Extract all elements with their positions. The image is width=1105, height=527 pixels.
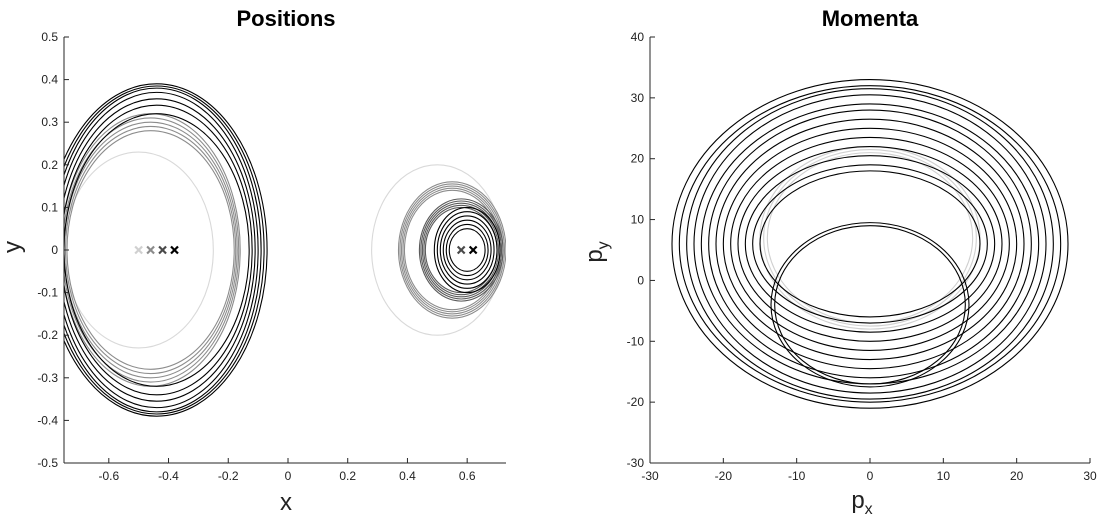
plot-area [64, 83, 506, 417]
y-tick-label: -0.3 [37, 371, 58, 385]
orbit-series-2-loop-5 [722, 127, 1018, 361]
y-tick-label: 0.3 [41, 115, 58, 129]
y-tick-label: 20 [631, 152, 645, 166]
x-tick-label: 20 [1010, 469, 1024, 483]
y-tick-label: -0.2 [37, 328, 58, 342]
y-tick-label: 0.4 [41, 73, 58, 87]
x-tick-label: 0 [285, 469, 292, 483]
x-tick-label: 0.6 [459, 469, 476, 483]
y-tick-label: 0.2 [41, 158, 58, 172]
marker-x-1 [146, 245, 155, 255]
x-tick-label: -0.6 [98, 469, 119, 483]
y-tick-label: 30 [631, 91, 645, 105]
orbit-series-5-loop-1 [423, 204, 500, 296]
orbit-series-1-loop-3 [64, 117, 240, 383]
y-tick-label: 0 [51, 243, 58, 257]
y-tick-label: 10 [631, 213, 645, 227]
x-tick-label: -0.4 [158, 469, 179, 483]
orbit-series-2-loop-7 [708, 109, 1032, 379]
orbit-series-2-loop-0 [759, 170, 981, 318]
orbit-series-2-loop-3 [64, 91, 259, 409]
y-tick-label: -10 [627, 334, 645, 348]
orbit-series-2-loop-11 [678, 85, 1062, 403]
orbit-series-2-loop-3 [737, 145, 1003, 342]
marker-x-0 [134, 245, 143, 255]
orbit-series-1-loop-0 [774, 225, 966, 385]
y-tick-label: -0.4 [37, 413, 58, 427]
orbit-series-1-loop-1 [770, 222, 970, 388]
y-tick-label: -20 [627, 395, 645, 409]
orbit-series-4-loop-3 [399, 183, 506, 317]
orbit-series-2-loop-12 [671, 79, 1069, 409]
orbit-series-6-loop-0 [448, 228, 486, 272]
y-tick-label: 0.5 [41, 30, 58, 44]
positions-y-axis-label: y [0, 241, 26, 253]
y-tick-label: 0 [637, 273, 644, 287]
orbit-series-2-loop-6 [64, 83, 268, 417]
orbit-series-2-loop-8 [700, 103, 1040, 385]
orbit-series-2-loop-5 [64, 85, 265, 415]
momenta-y-axis-label-sub: y [595, 241, 612, 249]
x-tick-label: -10 [788, 469, 806, 483]
momenta-y-axis-label: py [581, 241, 612, 262]
marker-x-2 [158, 245, 167, 255]
x-tick-label: 0 [867, 469, 874, 483]
marker-x-4 [456, 245, 466, 255]
plot-area [671, 79, 1069, 409]
orbit-series-1-loop-2 [64, 121, 238, 379]
y-tick-label: 40 [631, 30, 645, 44]
orbit-series-2-loop-6 [715, 118, 1025, 370]
orbit-series-0-loop-1 [763, 149, 977, 327]
x-tick-label: 30 [1083, 469, 1097, 483]
orbit-series-6-loop-1 [445, 223, 489, 277]
orbit-series-2-loop-4 [730, 136, 1010, 351]
y-tick-label: 0.1 [41, 200, 58, 214]
x-tick-label: 10 [937, 469, 951, 483]
marker-x-5 [468, 245, 478, 255]
orbit-series-6-loop-2 [442, 219, 492, 281]
momenta-x-axis-label: px [851, 487, 872, 518]
orbit-series-5-loop-4 [418, 198, 504, 302]
positions-plot: Positions x y -0.6 -0.4 -0.2 0 0.2 0.4 0.6 -0.5… [0, 6, 506, 516]
orbit-series-6-loop-4 [436, 211, 498, 289]
x-tick-label: -20 [715, 469, 733, 483]
momenta-plot: Momenta px py -30 -20 -10 0 10 20 30-30-20-100… [581, 6, 1097, 518]
x-tick-label: -30 [641, 469, 659, 483]
orbit-series-0-loop-0 [64, 151, 214, 349]
orbit-series-2-loop-10 [686, 88, 1054, 400]
orbit-series-2-loop-9 [693, 94, 1047, 394]
positions-title: Positions [236, 6, 335, 31]
y-tick-label: -0.1 [37, 286, 58, 300]
y-tick-label: -30 [627, 456, 645, 470]
orbit-series-4-loop-4 [397, 181, 506, 319]
orbit-series-6-loop-5 [433, 206, 501, 294]
x-tick-label: 0.2 [339, 469, 356, 483]
x-tick-label: 0.4 [399, 469, 416, 483]
momenta-title: Momenta [822, 6, 919, 31]
orbit-series-5-loop-3 [420, 200, 503, 300]
positions-x-axis-label: x [280, 489, 292, 516]
orbit-series-2-loop-1 [752, 164, 988, 324]
marker-x-3 [170, 245, 179, 255]
orbit-series-0-loop-0 [766, 152, 974, 324]
orbit-series-2-loop-4 [64, 87, 262, 413]
x-tick-label: -0.2 [218, 469, 239, 483]
momenta-x-axis-label-main: p [851, 487, 864, 514]
y-tick-label: -0.5 [37, 456, 58, 470]
momenta-x-axis-label-sub: x [865, 501, 873, 518]
momenta-y-axis-label-main: p [581, 249, 608, 262]
orbit-series-2-loop-1 [64, 104, 253, 396]
orbit-series-6-loop-3 [439, 215, 495, 285]
orbit-series-2-loop-2 [64, 98, 256, 402]
orbit-series-2-loop-2 [744, 155, 996, 333]
